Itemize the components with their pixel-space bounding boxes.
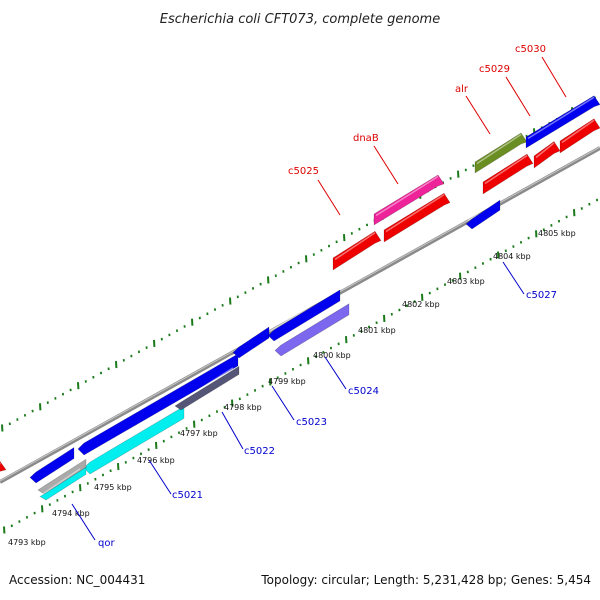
leader-line bbox=[317, 179, 341, 216]
kbp-label: 4803 kbp bbox=[447, 277, 485, 286]
feature-highlight bbox=[467, 200, 495, 222]
feature-highlight bbox=[276, 304, 344, 348]
feature-c5030-red bbox=[559, 118, 600, 154]
feature-qor-cyan bbox=[39, 466, 87, 501]
gene-label-c5021[interactable]: c5021 bbox=[172, 490, 203, 501]
feature-highlight bbox=[527, 96, 595, 140]
feature-c5027 bbox=[465, 199, 501, 230]
tick-track-inner bbox=[3, 198, 599, 534]
gene-label-c5022[interactable]: c5022 bbox=[244, 446, 275, 457]
feature-qor-blue bbox=[29, 446, 75, 484]
feature-dnaB-upper bbox=[373, 174, 445, 226]
kbp-label: 4800 kbp bbox=[313, 351, 351, 360]
feature-c5025 bbox=[332, 230, 382, 271]
feature-c5029 bbox=[533, 141, 561, 169]
feature-alr bbox=[482, 153, 534, 195]
leader-line bbox=[324, 356, 347, 390]
feature-left-red bbox=[0, 460, 7, 472]
feature-qor-grey bbox=[37, 458, 87, 495]
kbp-label: 4794 kbp bbox=[52, 509, 90, 518]
leader-line bbox=[373, 145, 399, 185]
feature-highlight bbox=[334, 232, 376, 261]
kbp-label: 4793 kbp bbox=[8, 538, 46, 547]
kbp-label: 4796 kbp bbox=[137, 456, 175, 465]
feature-c5023-blue bbox=[232, 326, 270, 359]
feature-highlight bbox=[385, 194, 445, 233]
feature-highlight bbox=[85, 407, 179, 465]
feature-track bbox=[0, 95, 600, 501]
feature-c5024-blue bbox=[267, 289, 341, 342]
genome-summary: Topology: circular; Length: 5,231,428 bp… bbox=[261, 573, 591, 587]
map-title: Escherichia coli CFT073, complete genome bbox=[160, 12, 440, 27]
leader-line bbox=[541, 56, 567, 98]
feature-highlight bbox=[535, 142, 555, 159]
leader-line bbox=[71, 503, 96, 541]
kbp-label: 4798 kbp bbox=[224, 403, 262, 412]
feature-c5021-blue bbox=[77, 353, 239, 456]
gene-label-c5024[interactable]: c5024 bbox=[348, 386, 379, 397]
feature-dnaB bbox=[383, 192, 451, 243]
leader-line bbox=[465, 95, 491, 135]
kbp-label: 4804 kbp bbox=[493, 252, 531, 261]
kbp-scale: 4793 kbp 4794 kbp 4795 kbp 4796 kbp 4797 kbp… bbox=[8, 229, 576, 547]
gene-label-c5029[interactable]: c5029 bbox=[479, 64, 510, 75]
kbp-label: 4797 kbp bbox=[180, 429, 218, 438]
feature-c5030 bbox=[525, 95, 600, 149]
leader-line bbox=[502, 261, 525, 295]
feature-highlight bbox=[269, 290, 335, 333]
feature-highlight bbox=[375, 175, 439, 217]
gene-label-c5025[interactable]: c5025 bbox=[288, 166, 319, 177]
gene-label-c5023[interactable]: c5023 bbox=[296, 417, 327, 428]
leader-line bbox=[271, 385, 295, 421]
gene-label-c5030[interactable]: c5030 bbox=[515, 44, 546, 55]
feature-highlight bbox=[79, 354, 233, 446]
feature-highlight bbox=[31, 448, 69, 475]
feature-c5024-purple bbox=[274, 303, 350, 357]
gene-label-alr[interactable]: alr bbox=[455, 84, 469, 95]
feature-highlight bbox=[41, 468, 81, 496]
kbp-label: 4795 kbp bbox=[94, 483, 132, 492]
feature-highlight bbox=[484, 155, 528, 185]
leader-line bbox=[148, 459, 172, 495]
feature-alr-olive bbox=[474, 132, 528, 174]
feature-highlight bbox=[234, 327, 264, 350]
accession-label: Accession: NC_004431 bbox=[9, 573, 146, 587]
leader-line bbox=[221, 411, 244, 450]
kbp-label: 4802 kbp bbox=[402, 300, 440, 309]
kbp-label: 4805 kbp bbox=[538, 229, 576, 238]
feature-highlight bbox=[39, 460, 81, 489]
gene-label-dnaB[interactable]: dnaB bbox=[353, 133, 379, 144]
feature-highlight bbox=[476, 133, 522, 165]
kbp-label: 4799 kbp bbox=[268, 377, 306, 386]
gene-label-qor[interactable]: qor bbox=[98, 538, 115, 549]
gene-label-c5027[interactable]: c5027 bbox=[526, 290, 557, 301]
feature-c5022 bbox=[174, 365, 240, 411]
gene-labels: c5025 dnaB alr c5029 c5030 qor c5021 c5022 c5023… bbox=[71, 44, 567, 549]
kbp-label: 4801 kbp bbox=[358, 326, 396, 335]
leader-line bbox=[505, 76, 531, 117]
feature-highlight bbox=[176, 367, 234, 405]
feature-highlight bbox=[561, 119, 595, 144]
